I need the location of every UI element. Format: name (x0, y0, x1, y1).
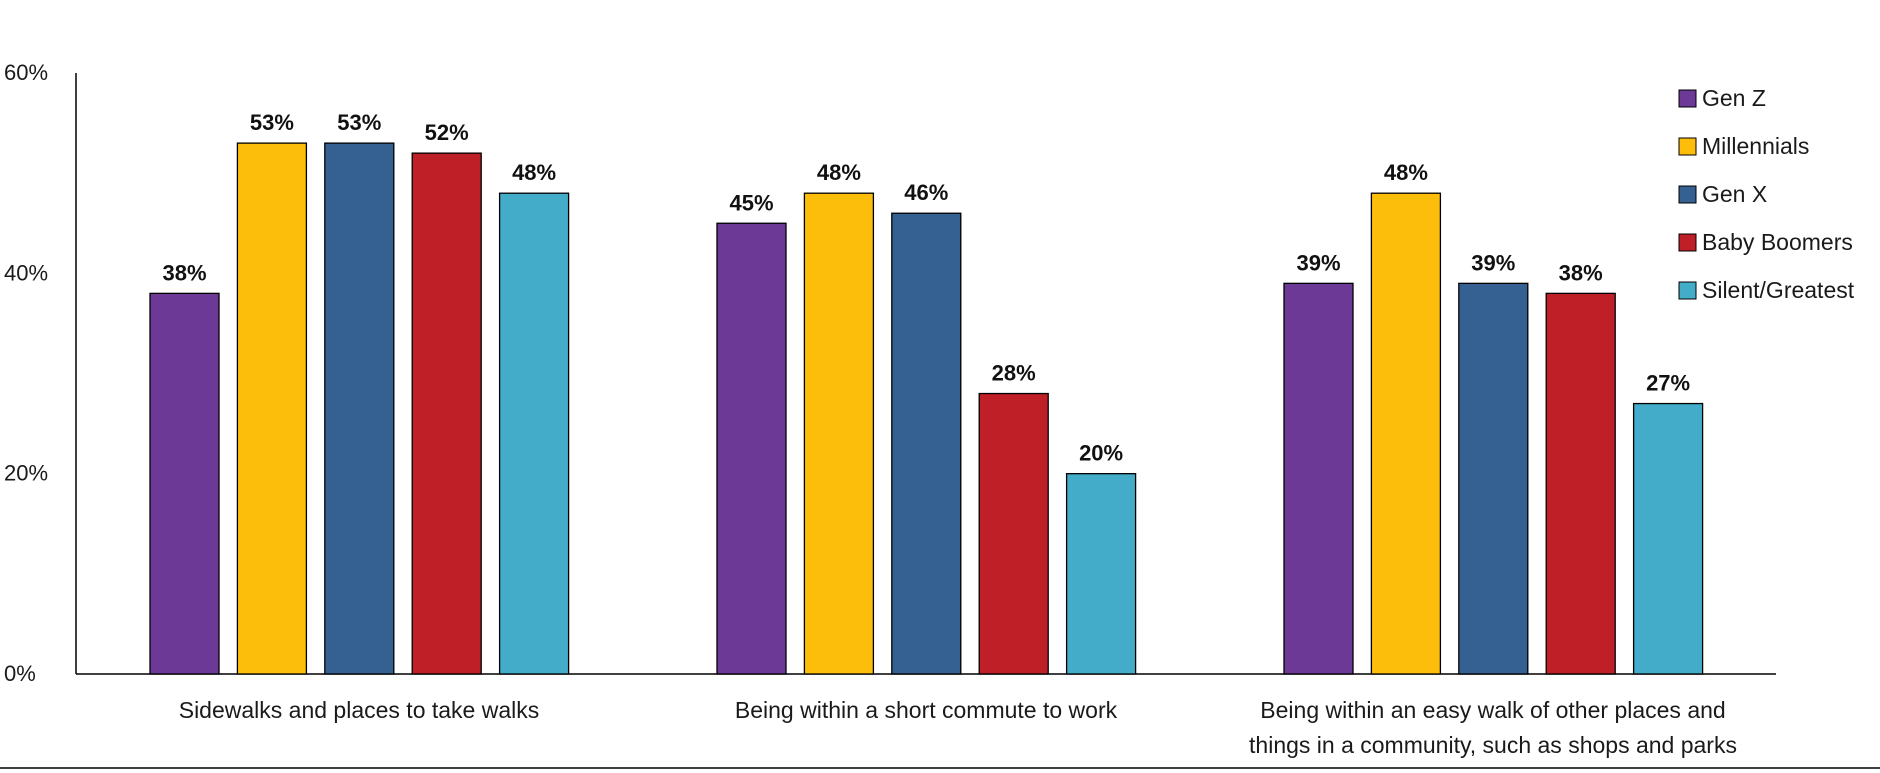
data-label: 28% (992, 361, 1036, 386)
bar (891, 212, 962, 675)
data-label: 52% (425, 120, 469, 145)
data-label: 48% (512, 160, 556, 185)
data-label: 38% (162, 260, 206, 285)
bar (1370, 192, 1442, 675)
legend-label: Gen X (1702, 181, 1767, 207)
bar (716, 222, 787, 675)
data-label: 39% (1296, 250, 1340, 275)
legend-label: Baby Boomers (1702, 229, 1853, 255)
bar (1065, 473, 1137, 675)
bar (324, 142, 395, 675)
bar (803, 192, 875, 675)
bar (498, 192, 570, 675)
legend-label: Millennials (1702, 133, 1809, 159)
y-tick-label: 40% (4, 260, 48, 285)
x-axis-categories: Sidewalks and places to take walks Being … (179, 697, 1737, 758)
data-label: 53% (250, 110, 294, 135)
legend-label: Silent/Greatest (1702, 277, 1855, 303)
x-category-label: Being within an easy walk of other place… (1260, 697, 1725, 723)
x-category-label: things in a community, such as shops and… (1249, 732, 1737, 758)
legend: Gen Z Millennials Gen X Baby Boomers Silent/… (1678, 85, 1855, 303)
bar-group: 39% 48% 39% 38% 27% (1283, 160, 1704, 675)
bar (978, 392, 1049, 675)
bar (1545, 292, 1616, 675)
bar (236, 142, 308, 675)
data-label: 45% (729, 190, 773, 215)
bar (149, 292, 220, 675)
legend-label: Gen Z (1702, 85, 1766, 111)
legend-swatch (1678, 89, 1697, 108)
y-axis-ticks: 0% 20% 40% 60% (4, 60, 48, 686)
data-label: 20% (1079, 441, 1123, 466)
y-tick-label: 0% (4, 661, 36, 686)
data-label: 48% (1384, 160, 1428, 185)
x-category-label: Sidewalks and places to take walks (179, 697, 540, 723)
bar (1458, 282, 1529, 675)
bar (411, 152, 482, 675)
bar-group: 38% 53% 53% 52% 48% (149, 110, 570, 675)
bar-group: 45% 48% 46% 28% 20% (716, 160, 1137, 675)
bar (1283, 282, 1354, 675)
data-label: 53% (337, 110, 381, 135)
bar-groups: 38%53% 53% 52%48%45%48%46%28%20%39%48%39% 3… (149, 110, 1704, 675)
data-label: 39% (1471, 250, 1515, 275)
bar (1632, 402, 1704, 675)
data-label: 48% (817, 160, 861, 185)
data-label: 46% (904, 180, 948, 205)
x-category-label: Being within a short commute to work (735, 697, 1118, 723)
legend-swatch (1678, 185, 1697, 204)
legend-swatch (1678, 281, 1697, 300)
data-label: 38% (1559, 260, 1603, 285)
data-label: 27% (1646, 371, 1690, 396)
legend-swatch (1678, 137, 1697, 156)
y-tick-label: 60% (4, 60, 48, 85)
legend-swatch (1678, 233, 1697, 252)
y-tick-label: 20% (4, 461, 48, 486)
